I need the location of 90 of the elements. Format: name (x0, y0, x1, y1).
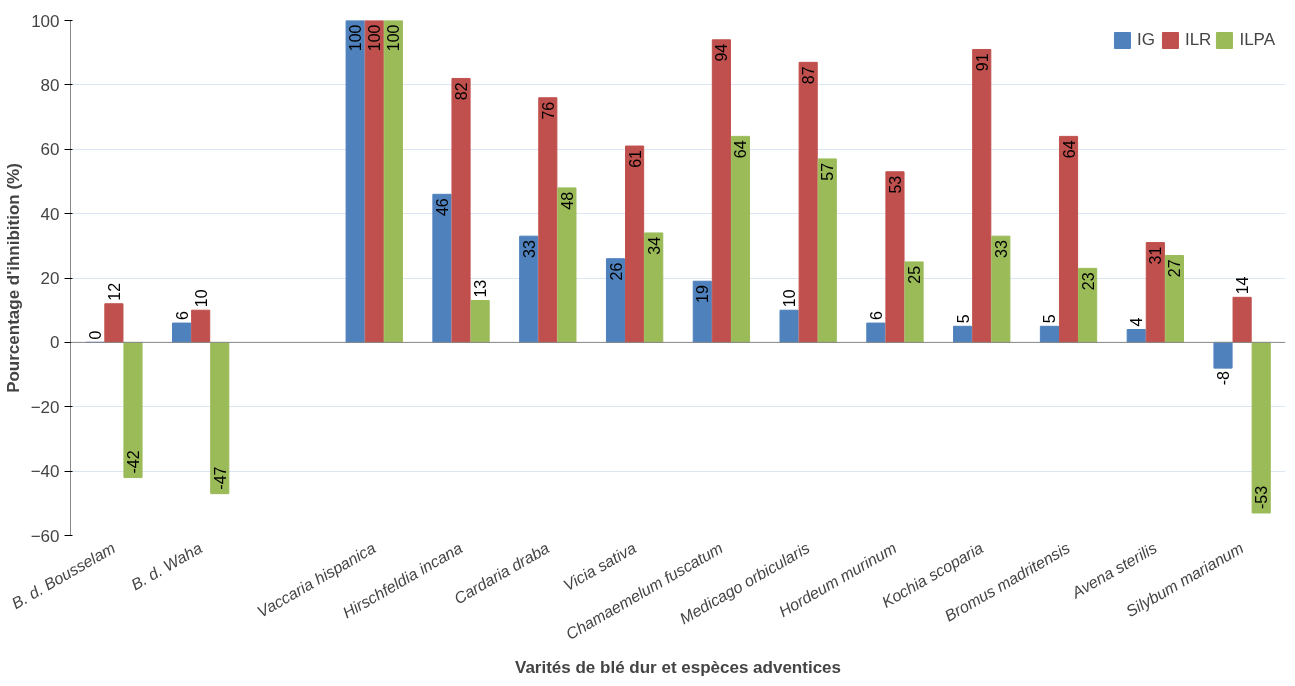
legend-label: ILPA (1239, 30, 1275, 50)
bar (470, 300, 490, 343)
data-label: 82 (453, 82, 471, 101)
data-label: 5 (954, 314, 972, 324)
bar (779, 309, 799, 343)
data-label: -8 (1215, 371, 1233, 386)
bar (210, 341, 230, 495)
data-label: 4 (1128, 317, 1146, 327)
bar (605, 258, 626, 343)
bar (1058, 135, 1079, 343)
data-label: 12 (105, 282, 123, 301)
bar (625, 145, 645, 343)
bar (383, 20, 403, 343)
data-label: 6 (867, 311, 885, 321)
data-label: 57 (819, 162, 837, 181)
data-label: 33 (520, 240, 538, 258)
legend-label: IG (1136, 30, 1156, 50)
bar (644, 232, 664, 343)
data-label: 100 (347, 24, 365, 52)
bar (451, 77, 471, 343)
bar (1126, 329, 1146, 343)
bar (191, 309, 211, 343)
data-label: 5 (1041, 314, 1059, 324)
data-label: 14 (1234, 276, 1252, 295)
bar (711, 39, 731, 343)
bar (885, 171, 905, 343)
x-tick-label: B. d. Waha (128, 539, 206, 594)
legend-label: ILR (1184, 30, 1212, 50)
bar (817, 158, 837, 343)
bar (557, 187, 577, 343)
bar (1164, 254, 1184, 343)
data-label: 31 (1147, 246, 1165, 265)
bar (904, 261, 924, 343)
bar (104, 303, 124, 343)
data-label: 53 (886, 175, 904, 194)
data-label: 23 (1079, 272, 1097, 291)
bar (1232, 296, 1252, 343)
bar (1039, 325, 1060, 343)
y-tick-label: 100 (31, 11, 60, 31)
data-label: 64 (1060, 140, 1078, 159)
y-tick-label: 40 (40, 204, 60, 224)
bar (364, 20, 384, 343)
x-axis-title: Varités de blé dur et espèces adventices (515, 658, 841, 678)
y-tick-label: 60 (40, 140, 60, 160)
data-label: 76 (539, 101, 557, 120)
bar (1251, 341, 1271, 514)
data-label: 19 (694, 285, 712, 304)
y-tick-label: −20 (30, 397, 60, 417)
bar (123, 341, 143, 479)
data-label: 94 (713, 43, 731, 62)
data-label: -42 (124, 450, 142, 474)
y-tick-label: 20 (40, 269, 60, 288)
bar (345, 20, 365, 343)
y-tick-label: 0 (50, 333, 60, 353)
data-label: 87 (800, 66, 818, 85)
data-label: 6 (173, 311, 191, 321)
y-tick-label: −40 (30, 462, 60, 482)
data-label: 26 (607, 262, 625, 281)
bar (1213, 341, 1233, 369)
data-label: -53 (1253, 485, 1271, 509)
bar (538, 97, 558, 343)
data-label: -47 (211, 466, 229, 490)
bar (432, 193, 452, 343)
data-label: 48 (558, 191, 576, 210)
data-label: 10 (781, 289, 799, 308)
bar (519, 235, 539, 343)
bar (172, 322, 192, 343)
y-tick-label: 80 (40, 75, 60, 95)
data-label: 10 (192, 289, 210, 308)
bar (972, 48, 992, 343)
bar (953, 325, 973, 343)
data-label: 25 (906, 265, 924, 284)
bar (1145, 242, 1165, 343)
bar (798, 61, 818, 343)
bar (991, 235, 1011, 343)
data-label: 0 (86, 330, 104, 340)
data-label: 100 (385, 24, 403, 52)
data-label: 34 (645, 236, 663, 255)
y-axis-title: Pourcentage d'ihnibition (%) (3, 163, 23, 393)
data-label: 13 (472, 279, 490, 298)
data-label: 27 (1166, 259, 1184, 278)
data-label: 64 (732, 140, 750, 159)
data-label: 33 (992, 240, 1010, 258)
data-label: 46 (433, 198, 451, 217)
bar (866, 322, 886, 343)
data-label: 100 (366, 24, 384, 52)
bar (730, 135, 751, 343)
y-tick-label: −60 (30, 526, 60, 546)
data-label: 61 (626, 149, 644, 168)
data-label: 91 (973, 53, 991, 72)
